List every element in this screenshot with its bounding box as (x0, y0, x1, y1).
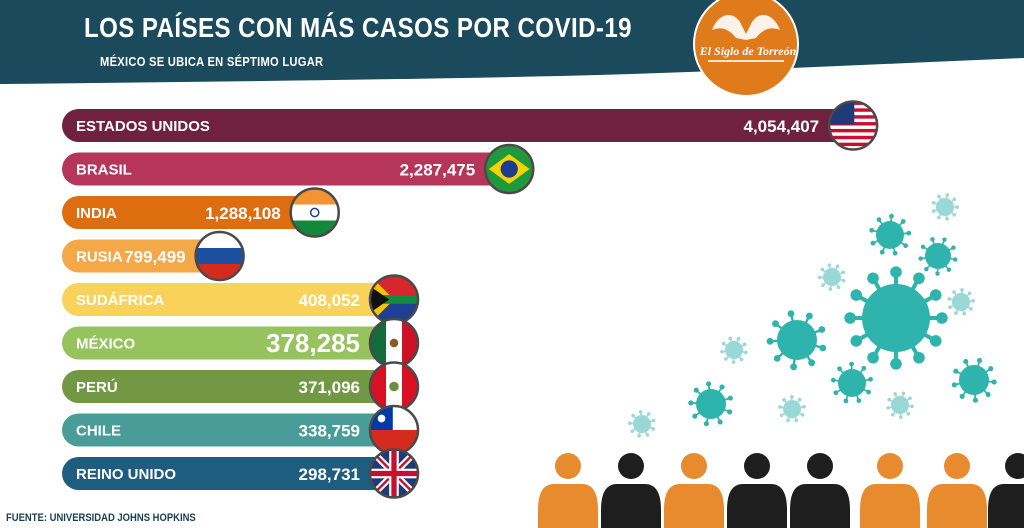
virus-icon (766, 310, 827, 371)
people-silhouettes (538, 453, 1024, 528)
logo (693, 0, 799, 97)
virus-icon (628, 410, 656, 438)
logo-wings-icon (712, 15, 780, 40)
page-title: LOS PAÍSES CON MÁS CASOS POR COVID-19 (84, 12, 632, 43)
bar-row: ESTADOS UNIDOS 4,054,407 (62, 100, 879, 151)
mexico-flag-icon (368, 317, 420, 369)
person-icon (538, 453, 598, 528)
value-label: 4,054,407 (743, 117, 819, 136)
category-label: PERÚ (76, 378, 118, 396)
person-icon (927, 453, 987, 528)
value-label: 2,287,475 (400, 161, 476, 180)
value-label: 408,052 (299, 291, 360, 310)
virus-icon (951, 357, 997, 403)
value-label: 371,096 (299, 378, 360, 397)
category-label: CHILE (76, 423, 121, 440)
brazil-flag-icon (483, 143, 535, 195)
category-label: MÉXICO (76, 336, 136, 353)
bar (62, 283, 398, 316)
usa-flag-icon (827, 100, 879, 151)
category-label: SUDÁFRICA (76, 292, 164, 309)
value-label: 378,285 (266, 328, 360, 358)
virus-icon (818, 263, 846, 291)
virus-icon (931, 193, 959, 221)
person-icon (860, 453, 920, 528)
chile-flag-icon (368, 404, 420, 456)
person-icon (790, 453, 850, 528)
bar-row: RUSIA 799,499 (62, 230, 245, 282)
virus-icon (947, 288, 975, 316)
category-label: RUSIA (76, 249, 123, 266)
virus-icon (830, 361, 873, 404)
virus-icon (778, 395, 806, 423)
person-icon (601, 453, 661, 528)
person-icon (727, 453, 787, 528)
source-note: FUENTE: UNIVERSIDAD JOHNS HOPKINS (6, 512, 196, 524)
category-label: BRASIL (76, 162, 132, 179)
category-label: ESTADOS UNIDOS (76, 118, 210, 135)
virus-icon (720, 336, 748, 364)
category-label: INDIA (76, 205, 117, 222)
bar (62, 109, 858, 142)
india-flag-icon (289, 187, 340, 238)
bar (62, 239, 224, 273)
bar-row: SUDÁFRICA 408,052 (62, 274, 420, 325)
virus-decorations (628, 193, 997, 438)
bar-row: MÉXICO 378,285 (62, 317, 420, 369)
value-label: 338,759 (299, 422, 360, 441)
russia-flag-icon (194, 230, 245, 282)
bar-row: REINO UNIDO 298,731 (62, 448, 420, 499)
person-icon (664, 453, 724, 528)
value-label: 298,731 (299, 465, 360, 484)
bar (62, 152, 514, 186)
bar (62, 370, 398, 403)
bar (62, 196, 319, 229)
page-subtitle: MÉXICO SE UBICA EN SÉPTIMO LUGAR (100, 54, 324, 69)
value-label: 1,288,108 (205, 204, 281, 223)
bar (62, 326, 398, 360)
virus-icon (886, 391, 914, 419)
bar (62, 457, 398, 490)
bar (62, 413, 398, 447)
bar-row: PERÚ 371,096 (62, 361, 420, 412)
logo-text: El Siglo de Torreón (699, 44, 797, 58)
bar-row: BRASIL 2,287,475 (62, 143, 535, 195)
bars: ESTADOS UNIDOS 4,054,407 BRASIL 2,287,475 IN… (62, 100, 879, 499)
virus-icon (688, 381, 733, 427)
person-icon (988, 453, 1024, 528)
uk-flag-icon (368, 448, 420, 499)
virus-icon (844, 266, 948, 370)
peru-flag-icon (368, 361, 420, 412)
category-label: REINO UNIDO (76, 466, 176, 483)
bar-row: CHILE 338,759 (62, 404, 420, 456)
virus-icon (869, 213, 912, 256)
value-label: 799,499 (124, 248, 185, 267)
bar-row: INDIA 1,288,108 (62, 187, 340, 238)
south-africa-flag-icon (368, 274, 420, 325)
virus-icon (918, 237, 958, 276)
